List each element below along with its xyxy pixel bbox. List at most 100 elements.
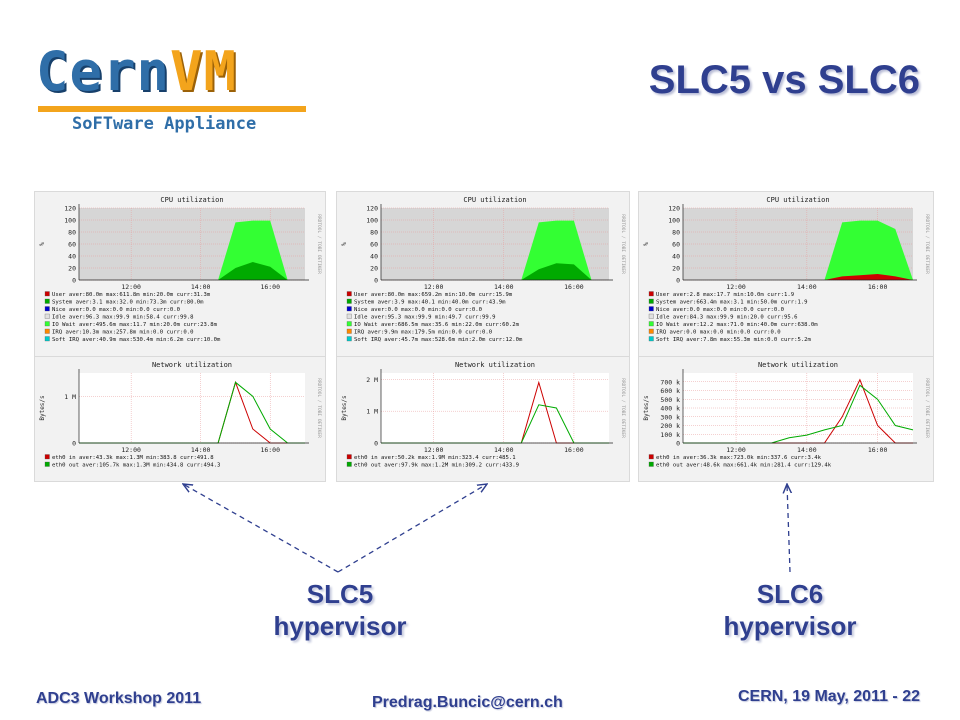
chart-title: CPU utilization [160,196,223,204]
legend-swatch [44,306,50,312]
y-tick-label: 1 M [64,393,76,401]
x-tick-label: 12:00 [424,446,444,454]
legend-entry: eth0 out aver:105.7k max:1.3M min:434.8 … [52,463,220,469]
legend-entry: eth0 out aver:97.9k max:1.2M min:309.2 c… [354,463,519,469]
x-tick-label: 12:00 [726,283,746,291]
logo-tagline: SoFTware Appliance [72,114,257,134]
legend-swatch [44,336,50,342]
y-axis-label: % [39,242,46,246]
legend-swatch [346,291,352,297]
network-chart-svg: Network utilization Bytes/s RRDTOOL / TOBI… [643,361,930,469]
legend-swatch [44,461,50,467]
legend-entry: Soft IRQ aver:40.9m max:530.4m min:6.2m … [52,337,221,343]
y-tick-label: 600 k [660,387,680,395]
legend-swatch [648,291,654,297]
logo-word-cern: Cern [36,40,171,103]
y-tick-label: 40 [370,253,378,261]
y-tick-label: 80 [672,229,680,237]
rrdtool-credit: RRDTOOL / TOBI OETIKER [316,214,322,274]
y-tick-label: 500 k [660,396,680,404]
legend-entry: Soft IRQ aver:7.8m max:55.3m min:0.0 cur… [656,337,812,343]
legend-swatch [648,461,654,467]
y-axis-label: % [341,242,348,246]
x-tick-label: 16:00 [564,446,584,454]
slide-title: SLC5 vs SLC6 [648,58,920,102]
chart-panel-cpu-slc5-a: CPU utilization% RRDTOOL / TOBI OETIKER 12… [34,191,326,357]
cernvm-logo: CernVM SoFTware Appliance [36,44,308,136]
series-area-user [683,274,913,280]
y-tick-label: 400 k [660,405,680,413]
legend-entry: IO Wait aver:12.2 max:71.0 min:40.0m cur… [656,322,818,328]
legend-swatch [346,336,352,342]
x-tick-label: 16:00 [564,283,584,291]
label-slc5-line1: SLC5 [306,579,374,609]
legend-swatch [648,454,654,460]
legend-swatch [346,321,352,327]
y-tick-label: 100 [366,217,378,225]
y-tick-label: 0 [72,277,76,285]
x-tick-label: 16:00 [260,283,280,291]
legend-entry: Soft IRQ aver:45.7m max:528.6m min:2.0m … [354,337,523,343]
y-tick-label: 0 [374,277,378,285]
legend-swatch [44,298,50,304]
legend-entry: User aver:2.8 max:17.7 min:10.0m curr:1.… [656,292,794,298]
y-tick-label: 1 M [366,408,378,416]
legend-swatch [44,328,50,334]
legend-entry: IRQ aver:0.0 max:0.0 min:0.0 curr:0.0 [656,330,781,336]
y-tick-label: 80 [370,229,378,237]
y-axis-label: % [643,242,650,246]
y-tick-label: 20 [68,265,76,273]
y-tick-label: 20 [370,265,378,273]
legend-swatch [44,291,50,297]
chart-title: CPU utilization [766,196,829,204]
legend-entry: eth0 in aver:43.3k max:1.3M min:383.8 cu… [52,455,214,461]
rrdtool-credit: RRDTOOL / TOBI OETIKER [316,378,322,438]
legend-swatch [648,313,654,319]
x-tick-label: 14:00 [797,283,817,291]
legend-entry: User aver:80.0m max:611.8m min:20.0m cur… [52,292,211,298]
legend-swatch [346,298,352,304]
y-axis-label: Bytes/s [39,395,46,421]
arrow-slc6 [787,484,790,573]
y-axis-label: Bytes/s [643,395,650,421]
legend-entry: IRQ aver:9.9m max:179.5m min:0.0 curr:0.… [354,330,492,336]
y-tick-label: 100 [64,217,76,225]
y-tick-label: 40 [68,253,76,261]
y-tick-label: 100 [668,217,680,225]
series-area-system [381,263,609,280]
legend-swatch [648,306,654,312]
chart-panel-net-slc6: Network utilization Bytes/s RRDTOOL / TOBI… [638,356,934,482]
rrdtool-credit: RRDTOOL / TOBI OETIKER [924,214,930,274]
footer-email[interactable]: Predrag.Buncic@cern.ch [372,694,563,711]
y-tick-label: 300 k [660,413,680,421]
y-tick-label: 20 [672,265,680,273]
x-tick-label: 12:00 [424,283,444,291]
y-tick-label: 60 [68,241,76,249]
legend-entry: Idle aver:95.3 max:99.9 min:49.7 curr:99… [354,315,495,321]
logo-word-vm: VM [170,40,238,103]
legend-swatch [648,328,654,334]
rrdtool-credit: RRDTOOL / TOBI OETIKER [620,214,626,274]
y-tick-label: 0 [374,440,378,448]
label-slc6-hypervisor: SLC6 hypervisor [700,578,880,642]
network-chart-svg: Network utilization Bytes/s RRDTOOL / TOBI… [39,361,322,469]
chart-title: Network utilization [455,361,535,369]
legend-entry: Idle aver:96.3 max:99.9 min:58.4 curr:99… [52,315,194,321]
legend-entry: Nice aver:0.0 max:0.0 min:0.0 curr:0.0 [52,307,180,313]
chart-panel-net-slc5-a: Network utilization Bytes/s RRDTOOL / TOBI… [34,356,326,482]
legend-entry: Idle aver:84.3 max:99.9 min:20.0 curr:95… [656,315,797,321]
legend-entry: IRQ aver:10.3m max:257.8m min:0.0 curr:0… [52,330,193,336]
footer-event: ADC3 Workshop 2011 [36,690,202,707]
x-tick-label: 16:00 [260,446,280,454]
legend-swatch [648,321,654,327]
chart-title: Network utilization [758,361,838,369]
y-tick-label: 0 [72,440,76,448]
arrow-slc5-right [337,484,487,573]
cpu-chart-svg: CPU utilization% RRDTOOL / TOBI OETIKER 12… [643,196,930,343]
plot-area [381,373,609,443]
x-tick-label: 16:00 [868,283,888,291]
y-tick-label: 120 [366,205,378,213]
x-tick-label: 12:00 [726,446,746,454]
y-tick-label: 60 [672,241,680,249]
series-area-system [79,262,305,280]
